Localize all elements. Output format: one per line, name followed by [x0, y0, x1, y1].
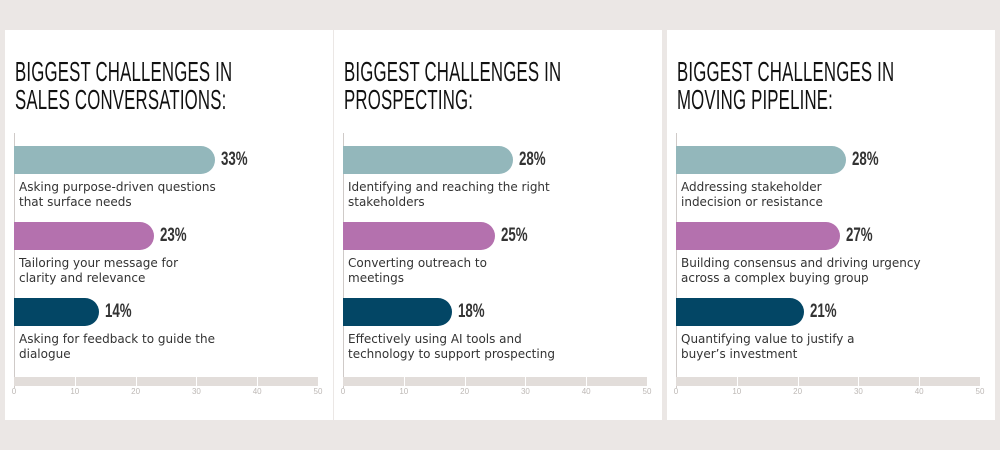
bar [676, 146, 847, 174]
data-label: 28% [519, 149, 546, 170]
x-tick-label: 20 [131, 387, 141, 396]
data-label: 21% [809, 301, 837, 322]
category-label: Effectively using AI tools and technology… [348, 332, 555, 361]
x-tick-label: 0 [11, 387, 17, 396]
chart-title-line: MOVING PIPELINE: [677, 84, 833, 115]
x-gridline [257, 377, 259, 386]
x-axis-band [14, 377, 318, 386]
x-tick-label: 20 [460, 387, 470, 396]
category-label: Quantifying value to justify a buyer’s in… [681, 332, 855, 361]
x-axis-band [676, 377, 980, 386]
x-tick-label: 30 [520, 387, 530, 396]
bar [14, 298, 100, 326]
x-gridline [74, 377, 76, 386]
chart-title: BIGGEST CHALLENGES IN PROSPECTING: [344, 58, 584, 114]
bar [676, 222, 841, 250]
data-label: 23% [159, 225, 187, 246]
x-tick-label: 40 [914, 387, 924, 396]
chart-title-line: BIGGEST CHALLENGES IN [344, 56, 562, 87]
x-tick-label: 30 [191, 387, 201, 396]
x-tick-label: 50 [313, 387, 323, 396]
chart-title-line: SALES CONVERSATIONS: [15, 84, 227, 115]
bar [14, 222, 154, 250]
data-label: 27% [846, 225, 873, 246]
category-label: Addressing stakeholder indecision or resi… [681, 180, 823, 209]
x-gridline [525, 377, 527, 386]
chart-panel: BIGGEST CHALLENGES IN PROSPECTING: 0 10 20 30… [334, 30, 662, 420]
x-tick-label: 10 [399, 387, 409, 396]
bar [343, 298, 453, 326]
y-axis-line [343, 133, 344, 388]
category-label: Asking purpose-driven questions that surf… [19, 180, 216, 209]
chart-panel: BIGGEST CHALLENGES IN MOVING PIPELINE: 0 10… [667, 30, 995, 420]
x-tick-label: 10 [732, 387, 742, 396]
x-tick-label: 0 [340, 387, 346, 396]
bar [676, 298, 804, 326]
y-axis-line [676, 133, 677, 388]
bar [14, 146, 215, 174]
x-tick-label: 40 [252, 387, 262, 396]
x-axis-band [343, 377, 647, 386]
x-tick-label: 10 [70, 387, 80, 396]
category-label: Identifying and reaching the right stakeh… [348, 180, 550, 209]
data-label: 28% [852, 149, 879, 170]
x-gridline [919, 377, 921, 386]
bar [343, 222, 495, 250]
data-label: 33% [220, 149, 248, 170]
x-tick-label: 20 [793, 387, 803, 396]
chart-title-line: BIGGEST CHALLENGES IN [677, 56, 895, 87]
chart-title-line: PROSPECTING: [344, 84, 474, 115]
chart-title-line: BIGGEST CHALLENGES IN [15, 56, 233, 87]
chart-title: BIGGEST CHALLENGES IN MOVING PIPELINE: [677, 58, 917, 114]
category-label: Building consensus and driving urgency ac… [681, 256, 921, 285]
x-tick-label: 0 [673, 387, 679, 396]
category-label: Tailoring your message for clarity and re… [19, 256, 179, 285]
x-gridline [403, 377, 405, 386]
x-tick-label: 40 [581, 387, 591, 396]
category-label: Asking for feedback to guide the dialogue [19, 332, 215, 361]
chart-title: BIGGEST CHALLENGES IN SALES CONVERSATIONS… [15, 58, 255, 114]
x-gridline [586, 377, 588, 386]
x-gridline [736, 377, 738, 386]
data-label: 14% [105, 301, 132, 322]
x-tick-label: 50 [975, 387, 985, 396]
x-gridline [858, 377, 860, 386]
y-axis-line [14, 133, 15, 388]
x-gridline [196, 377, 198, 386]
bar [343, 146, 514, 174]
x-tick-label: 30 [853, 387, 863, 396]
x-gridline [797, 377, 799, 386]
data-label: 25% [501, 225, 528, 246]
chart-panel: BIGGEST CHALLENGES IN SALES CONVERSATIONS… [5, 30, 333, 420]
x-tick-label: 50 [642, 387, 652, 396]
category-label: Converting outreach to meetings [348, 256, 487, 285]
data-label: 18% [458, 301, 486, 322]
x-gridline [464, 377, 466, 386]
x-gridline [135, 377, 137, 386]
